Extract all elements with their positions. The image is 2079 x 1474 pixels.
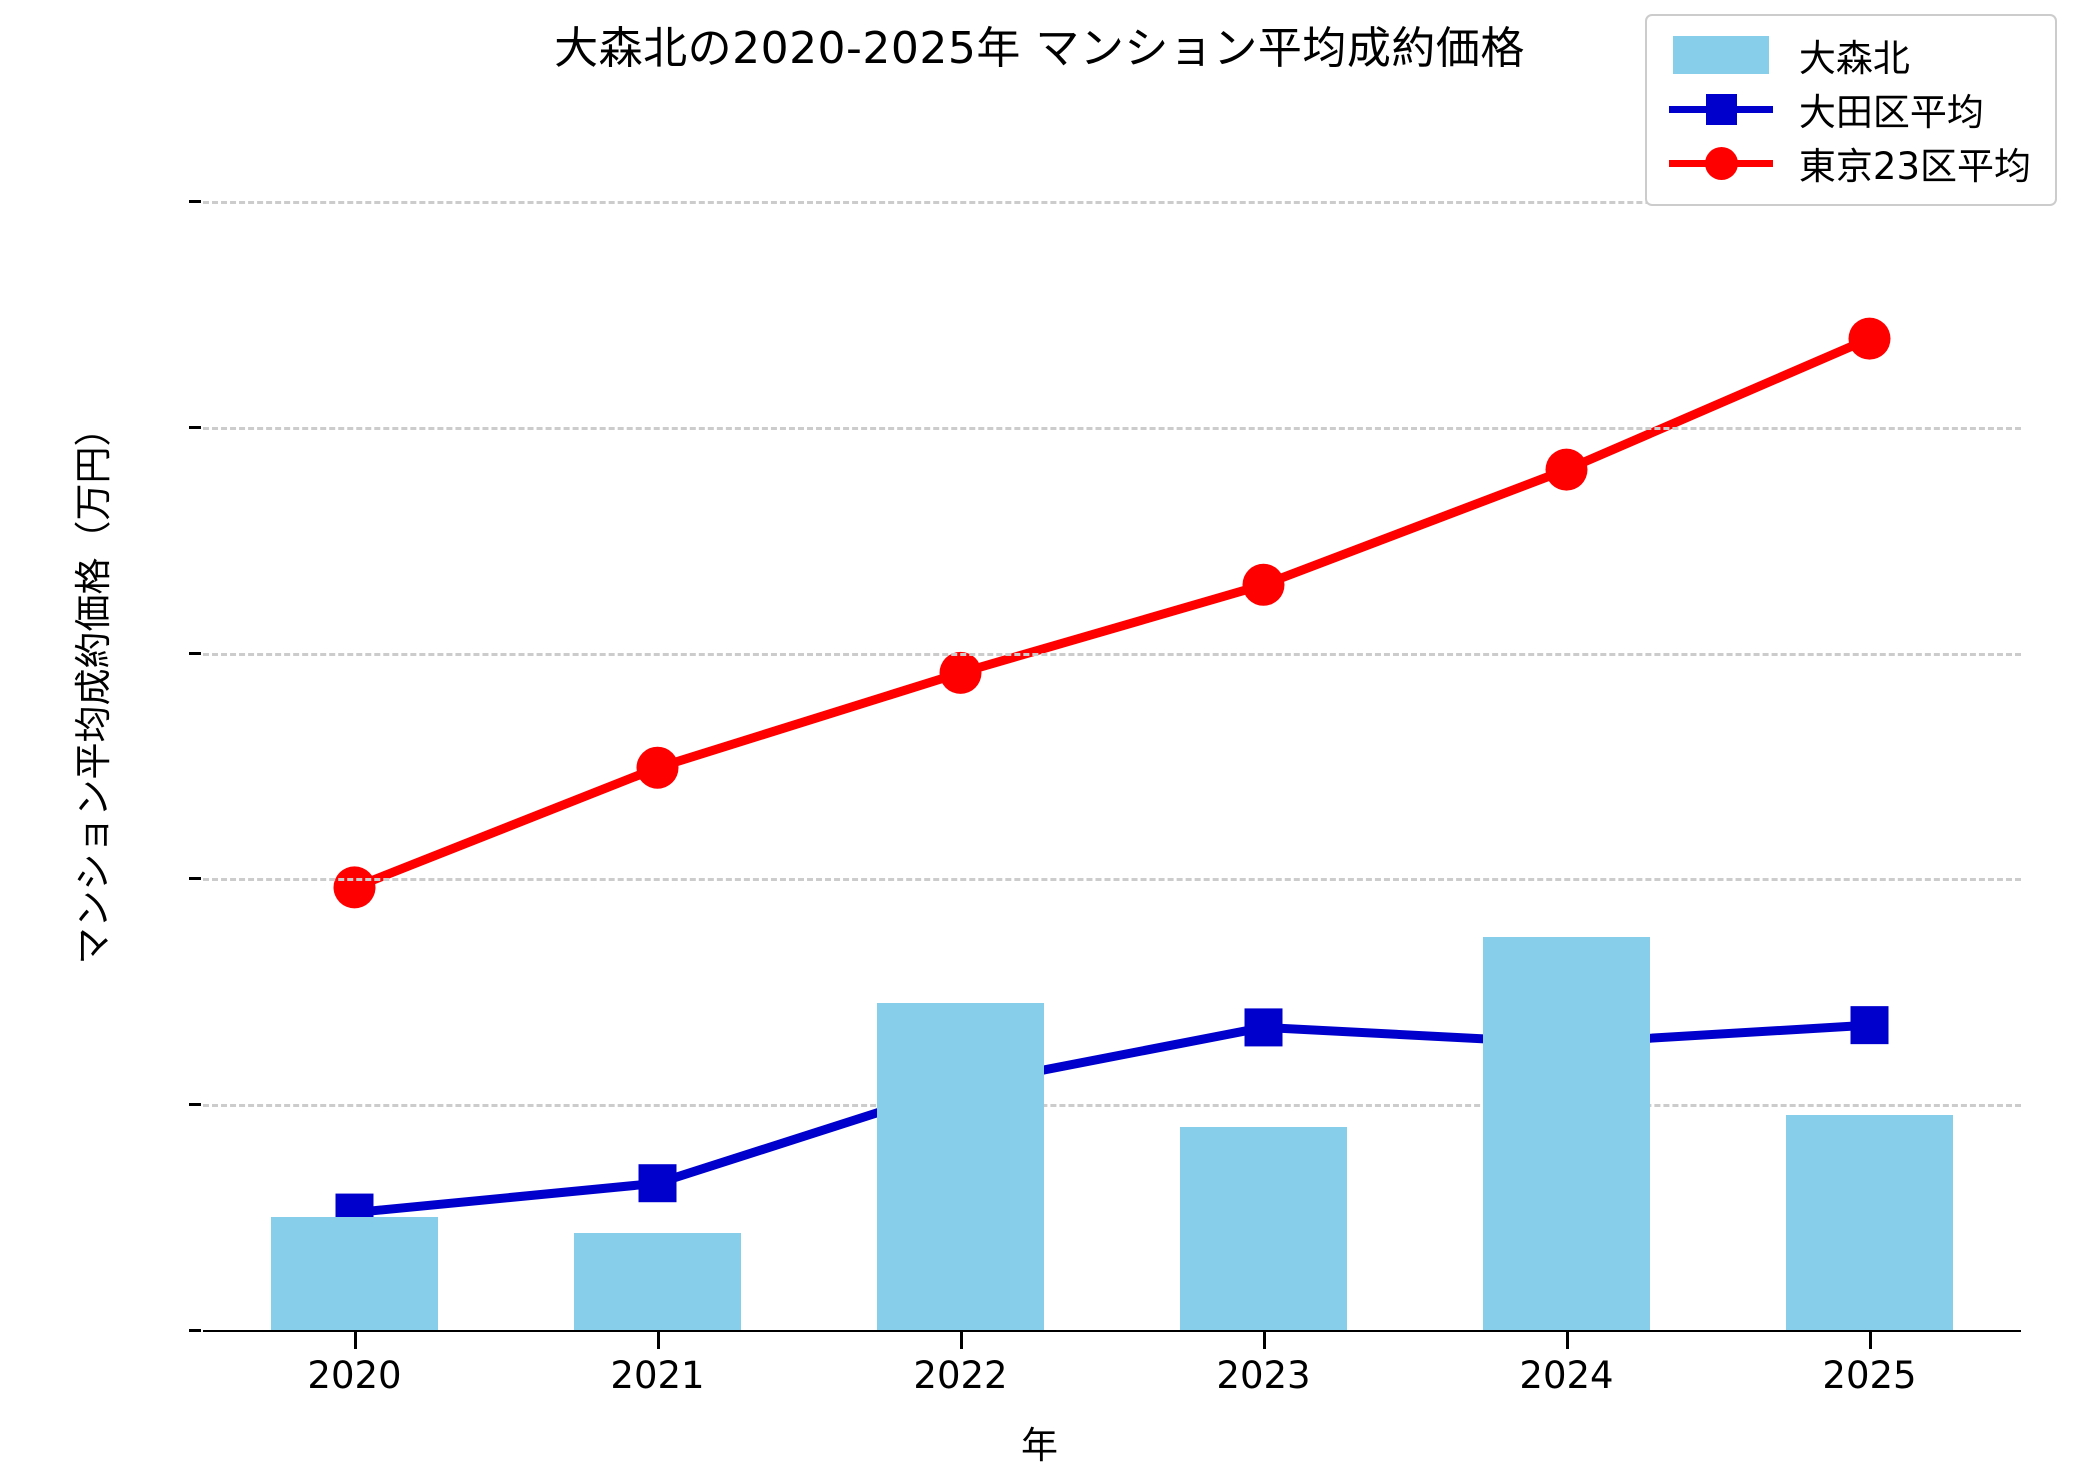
legend-label-tokyo23-average: 東京23区平均 (1798, 145, 2031, 188)
x-tick-mark (353, 1332, 357, 1349)
x-tick-label-2022: 2022 (913, 1354, 1008, 1397)
gridline (203, 200, 2021, 204)
x-tick-mark (1565, 1332, 1569, 1349)
data-point-東京23区平均-2023 (1242, 563, 1285, 606)
y-tick-mark (189, 199, 201, 203)
bar-2025 (1786, 1115, 1953, 1330)
legend-item-ota-average[interactable]: 大田区平均 (1668, 82, 2031, 136)
data-point-東京23区平均-2020 (333, 866, 376, 909)
square-marker-icon (1705, 94, 1737, 125)
gridline (203, 426, 2021, 430)
gridline (203, 652, 2021, 656)
data-point-東京23区平均-2021 (636, 746, 679, 789)
y-tick-mark (189, 425, 201, 429)
legend-bar-swatch (1669, 28, 1773, 82)
x-axis-spine (203, 1328, 2021, 1332)
data-point-東京23区平均-2025 (1848, 317, 1891, 360)
legend-item-tokyo23-average[interactable]: 東京23区平均 (1668, 136, 2031, 190)
x-tick-mark (959, 1332, 963, 1349)
x-axis-label: 年 (1021, 1424, 1058, 1467)
circle-marker-icon (1704, 147, 1738, 180)
data-point-大田区平均-2025 (1850, 1006, 1889, 1045)
x-tick-mark (1868, 1332, 1872, 1349)
legend-label-omorikita: 大森北 (1798, 37, 1910, 80)
x-tick-label-2023: 2023 (1216, 1354, 1311, 1397)
bar-2021 (574, 1232, 741, 1330)
chart-legend: 大森北 大田区平均 東京23区平均 (1644, 14, 2057, 206)
legend-item-omorikita[interactable]: 大森北 (1669, 28, 2031, 82)
y-tick-mark (189, 1329, 201, 1332)
bar-2024 (1483, 937, 1650, 1330)
x-tick-label-2025: 2025 (1822, 1354, 1917, 1397)
x-tick-label-2024: 2024 (1519, 1354, 1614, 1397)
x-tick-mark (656, 1332, 660, 1349)
bar-2023 (1180, 1126, 1347, 1330)
x-tick-label-2020: 2020 (307, 1354, 402, 1397)
gridline (203, 1104, 2021, 1108)
legend-label-ota-average: 大田区平均 (1798, 91, 1984, 134)
y-tick-mark (189, 877, 201, 881)
y-tick-mark (189, 1103, 201, 1107)
chart-title: 大森北の2020-2025年 マンション平均成約価格 (554, 23, 1525, 74)
y-tick-mark (189, 651, 201, 655)
data-point-東京23区平均-2024 (1545, 448, 1588, 491)
series-overlay (333, 317, 1891, 1232)
line-東京23区平均 (350, 334, 1874, 892)
data-point-大田区平均-2023 (1244, 1008, 1283, 1047)
plot-area: 400050006000700080009000 (189, 88, 2021, 1332)
legend-line-swatch-tokyo23 (1668, 136, 1773, 190)
bar-2022 (877, 1002, 1044, 1330)
gridline (203, 878, 2021, 882)
data-point-大田区平均-2021 (638, 1164, 677, 1203)
bar-2020 (271, 1217, 438, 1330)
x-tick-mark (1262, 1332, 1266, 1349)
y-axis-label: マンション平均成約価格（万円） (72, 409, 115, 965)
x-tick-label-2021: 2021 (610, 1354, 705, 1397)
data-point-東京23区平均-2022 (939, 651, 982, 694)
legend-line-swatch-ota (1668, 82, 1773, 136)
